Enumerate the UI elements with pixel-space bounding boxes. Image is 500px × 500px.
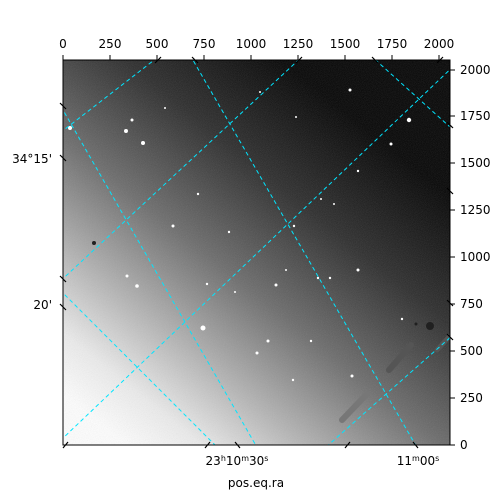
dec-tick-label: 20'	[33, 298, 52, 312]
ra-tick-label: 11m00s	[397, 454, 440, 468]
top-tick-labels: 0 250 500 750 1000 1250 1500 1750 2000	[59, 37, 454, 51]
ra-tick-label: 23h10m30s	[206, 454, 269, 468]
wcs-grid	[63, 60, 450, 445]
plot-frame	[62, 59, 451, 446]
dark-spots	[92, 241, 434, 330]
top-tick-label: 750	[193, 37, 216, 51]
top-tick-label: 2000	[424, 37, 455, 51]
dec-tick-label: 34°15'	[12, 152, 52, 166]
right-tick-label: 500	[460, 344, 483, 358]
wcs-ticks	[59, 56, 454, 449]
right-tick-label: 750	[460, 297, 483, 311]
sky-image	[63, 60, 450, 445]
right-tick-labels: 0 250 500 750 1000 1250 1500 1750 2000	[460, 63, 491, 452]
right-tick-label: 1750	[460, 109, 491, 123]
right-tick-label: 1500	[460, 156, 491, 170]
right-tick-label: 1000	[460, 250, 491, 264]
x-axis-label: pos.eq.ra	[228, 476, 284, 490]
right-tick-label: 0	[460, 438, 468, 452]
right-tick-label: 250	[460, 391, 483, 405]
stars	[68, 88, 412, 382]
right-tick-label: 2000	[460, 63, 491, 77]
top-tick-label: 1250	[283, 37, 314, 51]
top-tick-label: 250	[99, 37, 122, 51]
top-tick-label: 1000	[236, 37, 267, 51]
top-tick-label: 0	[59, 37, 67, 51]
top-tick-label: 1500	[330, 37, 361, 51]
top-tick-label: 1750	[377, 37, 408, 51]
right-tick-label: 1250	[460, 203, 491, 217]
top-axis	[62, 55, 440, 60]
top-tick-label: 500	[146, 37, 169, 51]
